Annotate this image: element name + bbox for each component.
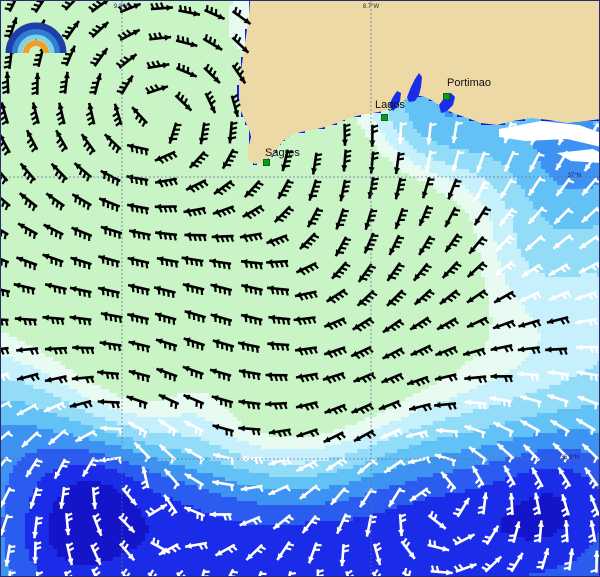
city-marker-dot[interactable] [443,93,450,100]
city-label-sagres: Sagres [265,147,300,159]
city-label-portimao: Portimao [447,77,491,89]
city-marker-dot[interactable] [381,114,388,121]
city-label-lagos: Lagos [375,99,405,111]
city-marker-dot[interactable] [263,159,270,166]
windguru-rainbow-logo [5,22,67,54]
